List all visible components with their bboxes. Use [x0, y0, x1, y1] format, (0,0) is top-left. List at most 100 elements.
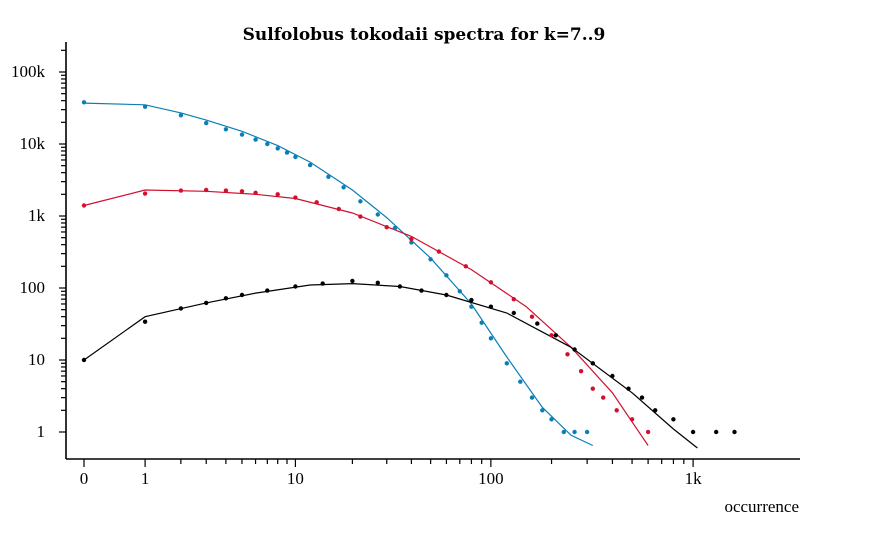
data-point-1 — [307, 162, 313, 168]
data-point-3 — [239, 292, 245, 298]
data-point-2 — [275, 192, 280, 197]
data-point-1 — [572, 429, 577, 435]
data-point-2 — [253, 190, 258, 195]
fit-line-2 — [83, 189, 649, 446]
data-point-1 — [529, 395, 535, 400]
data-point-2 — [601, 395, 606, 400]
data-point-1 — [253, 137, 258, 142]
data-point-2 — [81, 203, 87, 208]
data-point-1 — [561, 429, 566, 435]
data-point-1 — [479, 320, 484, 325]
data-point-3 — [142, 319, 148, 324]
data-point-1 — [178, 113, 184, 118]
data-point-3 — [639, 395, 645, 400]
data-point-3 — [714, 429, 719, 435]
data-point-1 — [409, 240, 414, 245]
data-point-2 — [511, 297, 516, 302]
data-point-1 — [223, 127, 229, 132]
data-point-1 — [284, 150, 290, 155]
data-point-1 — [428, 257, 433, 262]
data-point-2 — [549, 333, 554, 338]
data-point-2 — [336, 206, 341, 212]
data-point-1 — [444, 273, 449, 278]
y-tick-label: 1 — [37, 422, 46, 441]
data-point-2 — [645, 429, 651, 435]
data-point-3 — [690, 429, 696, 435]
fit-lines — [83, 102, 698, 449]
data-point-3 — [375, 280, 380, 285]
data-point-3 — [653, 408, 658, 413]
x-axis-label: occurrence — [724, 497, 799, 516]
data-point-3 — [397, 284, 403, 289]
chart-title: Sulfolobus tokodaii spectra for k=7..9 — [243, 25, 606, 45]
data-point-3 — [178, 306, 184, 311]
data-point-1 — [392, 225, 398, 231]
axes: 1 10 100 1k 10k 100k 0 1 10 100 1k — [11, 42, 800, 488]
data-point-3 — [535, 321, 540, 326]
data-point-3 — [671, 417, 676, 422]
data-point-1 — [341, 185, 346, 190]
data-point-2 — [239, 189, 245, 194]
data-point-3 — [444, 292, 449, 298]
y-tick-label: 10k — [20, 134, 46, 153]
x-tick-label: 100 — [478, 469, 504, 488]
data-point-2 — [614, 408, 619, 413]
data-point-1 — [540, 408, 545, 413]
data-points — [81, 100, 737, 435]
x-tick-label: 1k — [685, 469, 703, 488]
data-point-3 — [610, 373, 615, 379]
data-point-2 — [529, 314, 535, 319]
data-point-1 — [469, 304, 474, 309]
data-point-2 — [578, 369, 584, 374]
y-tick-label: 1k — [28, 206, 46, 225]
data-point-3 — [293, 284, 298, 289]
x-tick-label: 10 — [287, 469, 304, 488]
data-point-2 — [204, 187, 209, 193]
data-point-2 — [314, 200, 319, 205]
data-point-3 — [732, 429, 737, 435]
data-point-3 — [469, 297, 474, 303]
data-point-2 — [178, 188, 184, 193]
data-point-2 — [629, 417, 635, 422]
data-point-3 — [626, 386, 631, 391]
data-point-1 — [204, 120, 209, 126]
data-point-1 — [142, 104, 148, 109]
data-point-1 — [549, 417, 554, 422]
data-point-1 — [504, 361, 509, 366]
data-point-3 — [590, 361, 595, 366]
data-point-1 — [457, 289, 462, 294]
x-tick-label: 0 — [80, 469, 89, 488]
data-point-2 — [223, 188, 229, 193]
data-point-1 — [375, 212, 380, 217]
data-point-2 — [436, 249, 442, 254]
data-point-3 — [204, 300, 209, 306]
data-point-2 — [293, 195, 298, 200]
data-point-3 — [419, 288, 424, 293]
data-point-2 — [409, 236, 414, 242]
fit-line-3 — [83, 282, 698, 449]
y-tick-label: 10 — [28, 350, 45, 369]
data-point-1 — [584, 429, 590, 435]
x-tick-label: 1 — [141, 469, 150, 488]
data-point-2 — [488, 280, 494, 285]
data-point-2 — [142, 191, 148, 196]
data-point-1 — [239, 132, 245, 137]
data-point-2 — [590, 386, 595, 391]
data-point-1 — [265, 141, 270, 147]
data-point-1 — [326, 174, 331, 179]
y-tick-label: 100 — [20, 278, 46, 297]
data-point-2 — [463, 264, 468, 269]
data-point-1 — [358, 199, 363, 204]
data-point-2 — [565, 352, 570, 357]
y-tick-label: 100k — [11, 62, 46, 81]
data-point-2 — [358, 214, 363, 219]
data-point-3 — [488, 304, 494, 309]
data-point-3 — [350, 278, 355, 284]
data-point-3 — [553, 333, 558, 338]
data-point-3 — [511, 310, 516, 316]
data-point-1 — [518, 379, 523, 384]
data-point-3 — [81, 357, 87, 363]
data-point-3 — [223, 296, 229, 301]
data-point-3 — [572, 347, 577, 352]
